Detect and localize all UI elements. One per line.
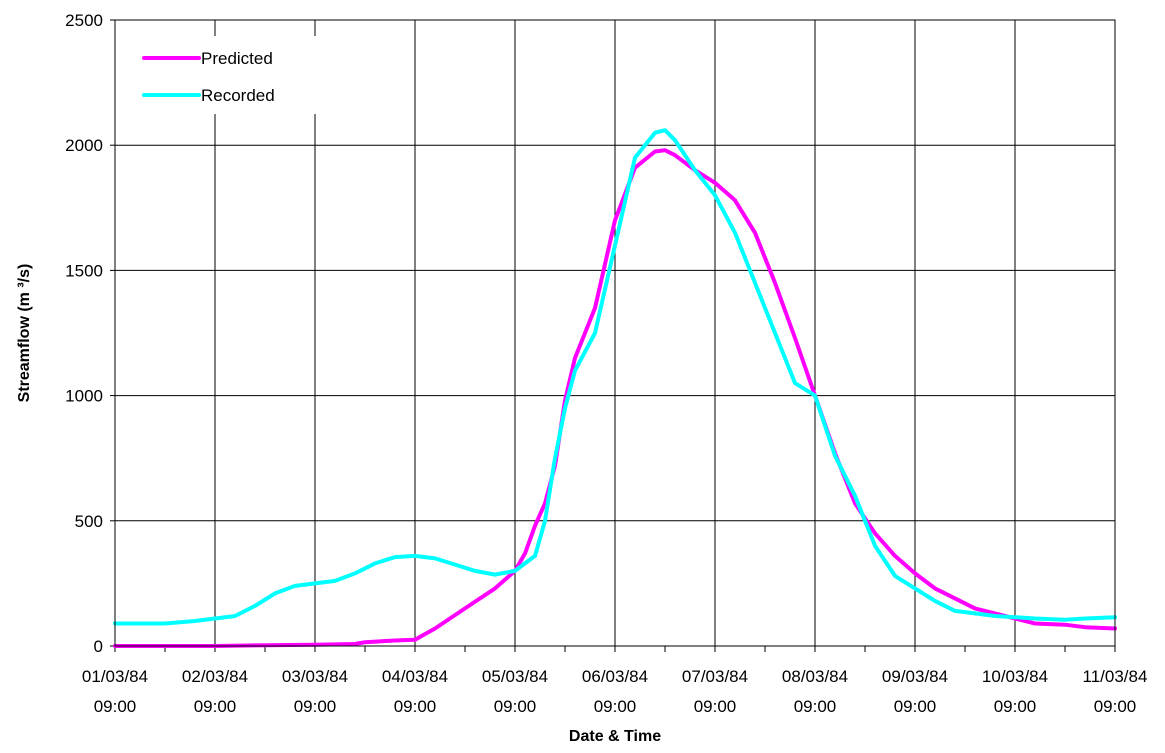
x-tick-label-time: 09:00 xyxy=(294,697,337,716)
x-tick-label-date: 09/03/84 xyxy=(882,667,948,686)
series-layer xyxy=(113,128,1117,648)
x-tick-label-time: 09:00 xyxy=(94,697,137,716)
series-line-recorded xyxy=(113,128,1117,626)
y-tick-label: 500 xyxy=(75,512,103,531)
x-axis-tick-labels: 01/03/84 09:00 02/03/84 09:00 03/03/84 09:00 0… xyxy=(82,667,1148,716)
y-tick-label: 0 xyxy=(94,637,103,656)
x-tick-label-date: 03/03/84 xyxy=(282,667,348,686)
x-tick-label-time: 09:00 xyxy=(694,697,737,716)
x-tick-label-time: 09:00 xyxy=(194,697,237,716)
y-tick-label: 2000 xyxy=(65,136,103,155)
x-tick-label-time: 09:00 xyxy=(494,697,537,716)
x-tick-label-time: 09:00 xyxy=(794,697,837,716)
x-tick-label-date: 02/03/84 xyxy=(182,667,248,686)
x-tick-label-date: 11/03/84 xyxy=(1083,667,1148,686)
x-tick-label-date: 07/03/84 xyxy=(682,667,748,686)
x-tick-label-time: 09:00 xyxy=(1094,697,1137,716)
grid-layer xyxy=(110,19,1116,652)
x-tick-label-time: 09:00 xyxy=(894,697,937,716)
x-tick-label-date: 10/03/84 xyxy=(982,667,1048,686)
plot-frame xyxy=(114,19,1116,647)
x-tick-label-date: 01/03/84 xyxy=(82,667,148,686)
y-tick-label: 1500 xyxy=(65,261,103,280)
y-tick-label: 2500 xyxy=(65,11,103,30)
x-tick-label-time: 09:00 xyxy=(594,697,637,716)
series-line-predicted xyxy=(113,148,1117,648)
y-axis-tick-labels: 0 500 1000 1500 2000 2500 xyxy=(65,11,103,656)
y-axis-title: Streamflow (m ³/s) xyxy=(16,264,33,403)
x-tick-label-date: 08/03/84 xyxy=(782,667,848,686)
legend: Predicted Recorded xyxy=(134,36,319,114)
x-tick-label-date: 04/03/84 xyxy=(382,667,448,686)
legend-label-predicted: Predicted xyxy=(201,49,273,68)
x-axis-title: Date & Time xyxy=(569,728,661,745)
x-tick-label-date: 05/03/84 xyxy=(482,667,548,686)
x-tick-label-time: 09:00 xyxy=(994,697,1037,716)
legend-box xyxy=(134,36,319,114)
legend-label-recorded: Recorded xyxy=(201,86,275,105)
y-tick-label: 1000 xyxy=(65,387,103,406)
x-tick-label-date: 06/03/84 xyxy=(582,667,648,686)
x-tick-label-time: 09:00 xyxy=(394,697,437,716)
